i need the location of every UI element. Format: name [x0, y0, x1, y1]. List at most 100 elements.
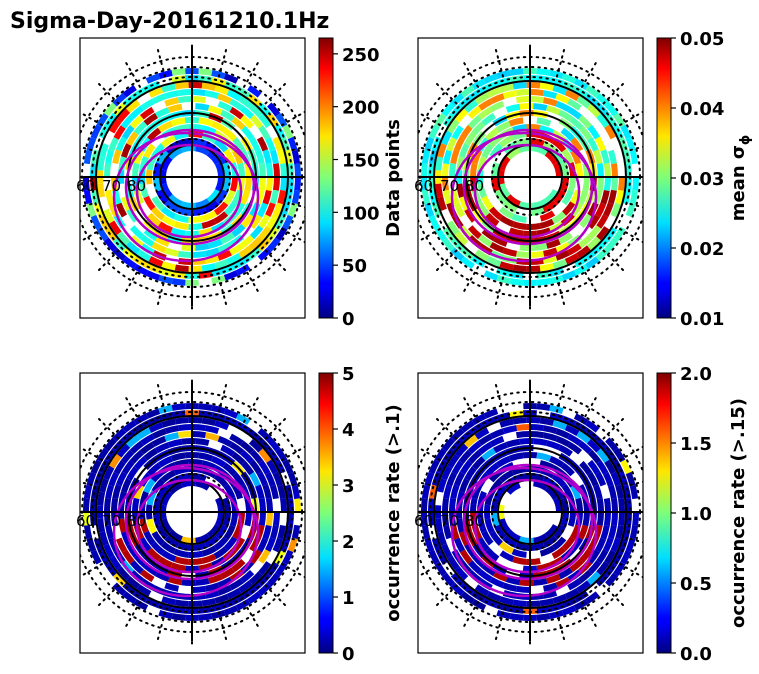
heatmap-cell [223, 408, 239, 419]
heatmap-cell [489, 100, 505, 113]
heatmap-cell [258, 512, 266, 527]
heatmap-cell [512, 417, 527, 425]
colorbar-tick-label: 3 [342, 476, 355, 497]
heatmap-cell [173, 548, 189, 558]
heatmap-cell [115, 136, 128, 152]
mlat-label: 80 [127, 177, 146, 195]
colorbar-gradient [318, 372, 334, 654]
heatmap-cell [83, 512, 90, 526]
heatmap-cell [83, 498, 90, 512]
heatmap-cell [103, 237, 117, 252]
heatmap-cell [211, 69, 226, 80]
heatmap-cell [222, 462, 237, 477]
heatmap-cell [579, 125, 593, 141]
heatmap-cell [530, 431, 545, 439]
heatmap-cell [83, 189, 93, 205]
heatmap-cell [158, 609, 173, 620]
heatmap-cell [485, 212, 500, 227]
heatmap-cell [272, 177, 280, 191]
heatmap-cell [262, 525, 272, 540]
heatmap-cells [421, 402, 639, 621]
heatmap-cell [291, 524, 301, 540]
heatmap-cell [133, 554, 148, 568]
heatmap-cell [258, 177, 266, 192]
heatmap-cell [103, 543, 115, 559]
heatmap-cell [188, 265, 203, 272]
heatmap-cell [498, 469, 514, 483]
mlat-label: 60 [76, 177, 95, 195]
heatmap-cell [555, 435, 571, 448]
heatmap-cell [133, 86, 148, 99]
heatmap-cell [266, 561, 280, 577]
heatmap-cell [192, 89, 206, 97]
heatmap-cell [561, 483, 574, 500]
heatmap-cell [83, 177, 90, 191]
heatmap-cell [600, 525, 610, 540]
heatmap-cell [596, 177, 604, 192]
heatmap-cell [198, 403, 213, 411]
heatmap-cell [96, 226, 109, 242]
heatmap-cell [477, 490, 487, 506]
heatmap-cell [160, 206, 176, 220]
heatmap-cell [587, 560, 602, 575]
heatmap-cell [596, 113, 610, 128]
heatmap-cell [157, 455, 173, 468]
heatmap-cell [178, 424, 192, 432]
heatmap-cell [596, 561, 610, 576]
heatmap-cell [86, 471, 97, 487]
mlat-label: 60 [414, 512, 433, 530]
colorbar-tick-label: 2.0 [680, 364, 712, 385]
heatmap-cell [560, 512, 569, 527]
heatmap-cell [267, 237, 281, 252]
heatmap-cell [476, 537, 490, 552]
heatmap-cell [257, 437, 272, 452]
heatmap-cell [456, 491, 465, 506]
heatmap-cell [607, 189, 617, 205]
auroral-oval [112, 463, 260, 598]
heatmap-cell [256, 136, 269, 152]
colorbar-tick-label: 200 [342, 98, 380, 119]
heatmap-cell [291, 484, 301, 500]
heatmap-cell [143, 563, 158, 577]
heatmap-cell [112, 237, 127, 252]
heatmap-cell [505, 103, 521, 113]
heatmap-cell [267, 437, 281, 452]
heatmap-cell [195, 103, 210, 111]
heatmap-cell [607, 524, 617, 540]
heatmap-cell [265, 137, 276, 152]
heatmap-cell [240, 440, 255, 455]
heatmap-cell [145, 415, 160, 427]
heatmap-cell [604, 561, 618, 577]
heatmap-cell [564, 424, 580, 437]
heatmap-cell [266, 214, 279, 230]
heatmap-cell [489, 241, 505, 254]
heatmap-cell [192, 542, 207, 551]
heatmap-cell [447, 555, 460, 571]
heatmap-cell [240, 105, 255, 120]
heatmap-cell [533, 243, 548, 251]
heatmap-cell [454, 231, 469, 246]
heatmap-cell [211, 404, 226, 415]
heatmap-cell [155, 570, 170, 582]
heatmap-cell [195, 533, 211, 544]
heatmap-cell [192, 250, 207, 258]
heatmap-cell [222, 127, 237, 142]
heatmap-cell [594, 136, 607, 152]
heatmap-cell [133, 590, 148, 603]
heatmap-cell [587, 449, 602, 464]
heatmap-cell [267, 102, 281, 117]
heatmap-cell [269, 149, 279, 165]
heatmap-cell [467, 105, 482, 120]
heatmap-cell [140, 433, 155, 446]
heatmap-cell [421, 177, 428, 191]
mlat-label: 60 [414, 177, 433, 195]
heatmap-cell [143, 478, 156, 494]
heatmap-cell [596, 162, 604, 177]
heatmap-cell [483, 408, 499, 419]
heatmap-cell [495, 77, 511, 87]
heatmap-cell [519, 244, 534, 251]
heatmap-cell [231, 116, 246, 131]
colorbar-tick-label: 0 [342, 644, 355, 665]
heatmap-cell [544, 189, 559, 204]
heatmap-cell [605, 437, 619, 452]
